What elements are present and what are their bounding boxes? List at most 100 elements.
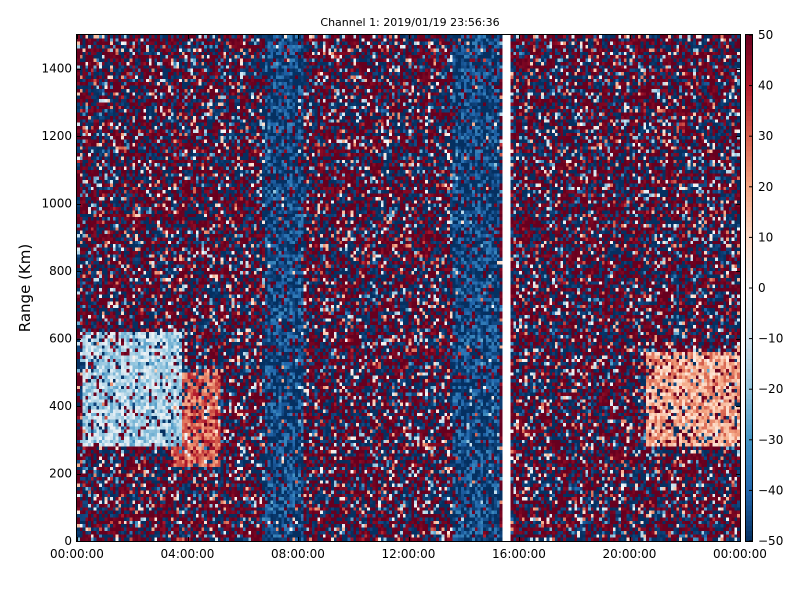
colorbar-segment bbox=[746, 161, 752, 168]
x-tick-label: 08:00:00 bbox=[271, 547, 325, 561]
colorbar-segment bbox=[746, 131, 752, 137]
colorbar-segment bbox=[746, 196, 752, 203]
colorbar-segment bbox=[746, 343, 752, 350]
colorbar-segment bbox=[746, 394, 752, 400]
colorbar-segment bbox=[746, 277, 752, 284]
colorbar-segment bbox=[746, 328, 752, 335]
y-axis: 0 200 400 600 800 1000 1200 1400 bbox=[41, 62, 740, 548]
colorbar-segment bbox=[746, 288, 752, 294]
colorbar-segment bbox=[746, 535, 752, 542]
x-axis: 00:00:00 04:00:00 08:00:00 12:00:00 16:00:00… bbox=[50, 35, 767, 561]
colorbar-segment bbox=[746, 126, 752, 132]
colorbar-segment bbox=[746, 90, 752, 97]
colorbar-segment bbox=[746, 45, 752, 51]
colorbar-segment bbox=[746, 146, 752, 152]
colorbar-segment bbox=[746, 338, 752, 345]
colorbar-segment bbox=[746, 110, 752, 117]
colorbar-segment bbox=[746, 454, 752, 461]
colorbar-tick-label: −50 bbox=[758, 534, 783, 548]
colorbar-tick-label: −10 bbox=[758, 332, 783, 346]
y-axis-title: Range (Km) bbox=[16, 244, 34, 332]
colorbar-tick-label: 50 bbox=[758, 28, 773, 42]
colorbar-segment bbox=[746, 237, 752, 244]
colorbar-segment bbox=[746, 252, 752, 259]
colorbar-segment bbox=[746, 282, 752, 289]
colorbar-segment bbox=[746, 520, 752, 527]
y-tick-label: 800 bbox=[49, 264, 72, 278]
colorbar-segment bbox=[746, 217, 752, 223]
colorbar-tick-label: 40 bbox=[758, 79, 773, 93]
colorbar-segment bbox=[746, 399, 752, 405]
colorbar-segment bbox=[746, 384, 752, 390]
colorbar-segment bbox=[746, 207, 752, 213]
colorbar-segment bbox=[746, 80, 752, 87]
colorbar-segment bbox=[746, 505, 752, 512]
colorbar-segment bbox=[746, 298, 752, 304]
colorbar-tick-label: 10 bbox=[758, 230, 773, 244]
colorbar-segment bbox=[746, 115, 752, 122]
colorbar-segment bbox=[746, 368, 752, 375]
colorbar-segment bbox=[746, 374, 752, 380]
colorbar-segment bbox=[746, 460, 752, 466]
colorbar-segment bbox=[746, 358, 752, 365]
colorbar-tick-label: −20 bbox=[758, 382, 783, 396]
colorbar-segment bbox=[746, 449, 752, 456]
colorbar-segment bbox=[746, 262, 752, 269]
colorbar-segment bbox=[746, 181, 752, 188]
colorbar-segment bbox=[746, 50, 752, 56]
x-tick-label: 04:00:00 bbox=[161, 547, 215, 561]
colorbar-segment bbox=[746, 323, 752, 330]
colorbar-segment bbox=[746, 242, 752, 249]
x-tick-label: 12:00:00 bbox=[382, 547, 436, 561]
colorbar-segment bbox=[746, 267, 752, 274]
colorbar-segment bbox=[746, 465, 752, 471]
colorbar-segment bbox=[746, 510, 752, 517]
colorbar-segment bbox=[746, 429, 752, 436]
colorbar-segment bbox=[746, 313, 752, 319]
y-tick-label: 200 bbox=[49, 467, 72, 481]
colorbar-segment bbox=[746, 530, 752, 537]
colorbar-segment bbox=[746, 333, 752, 340]
y-tick-label: 0 bbox=[64, 534, 72, 548]
colorbar-segment bbox=[746, 156, 752, 163]
colorbar-segment bbox=[746, 121, 752, 127]
colorbar-tick-label: −40 bbox=[758, 483, 783, 497]
colorbar-segment bbox=[746, 70, 752, 77]
colorbar-segment bbox=[746, 470, 752, 476]
colorbar-segment bbox=[746, 515, 752, 522]
colorbar-segment bbox=[746, 55, 752, 61]
colorbar-segment bbox=[746, 353, 752, 360]
colorbar-segment bbox=[746, 363, 752, 370]
x-tick-label: 00:00:00 bbox=[713, 547, 767, 561]
colorbar-segment bbox=[746, 308, 752, 314]
colorbar bbox=[746, 35, 752, 542]
y-tick-label: 400 bbox=[49, 399, 72, 413]
y-tick-label: 600 bbox=[49, 332, 72, 346]
colorbar-segment bbox=[746, 409, 752, 416]
colorbar-segment bbox=[746, 105, 752, 112]
y-tick-label: 1200 bbox=[41, 129, 72, 143]
chart-title: Channel 1: 2019/01/19 23:56:36 bbox=[320, 16, 499, 29]
colorbar-segment bbox=[746, 475, 752, 481]
y-tick-label: 1000 bbox=[41, 197, 72, 211]
colorbar-segment bbox=[746, 379, 752, 385]
colorbar-segment bbox=[746, 444, 752, 451]
colorbar-segment bbox=[746, 404, 752, 411]
colorbar-segment bbox=[746, 434, 752, 441]
colorbar-segment bbox=[746, 490, 752, 497]
colorbar-segment bbox=[746, 171, 752, 178]
colorbar-segment bbox=[746, 35, 752, 41]
colorbar-segment bbox=[746, 419, 752, 426]
colorbar-segment bbox=[746, 424, 752, 431]
colorbar-segment bbox=[746, 212, 752, 218]
x-tick-label: 16:00:00 bbox=[492, 547, 546, 561]
colorbar-segment bbox=[746, 136, 752, 142]
y-tick-label: 1400 bbox=[41, 62, 72, 76]
colorbar-segment bbox=[746, 176, 752, 183]
colorbar-segment bbox=[746, 186, 752, 193]
colorbar-segment bbox=[746, 100, 752, 107]
colorbar-segment bbox=[746, 293, 752, 299]
colorbar-axis: 50 40 30 20 10 0 −10 −20 −30 −40 −50 bbox=[749, 28, 783, 548]
heatmap-plot-area bbox=[77, 35, 740, 541]
